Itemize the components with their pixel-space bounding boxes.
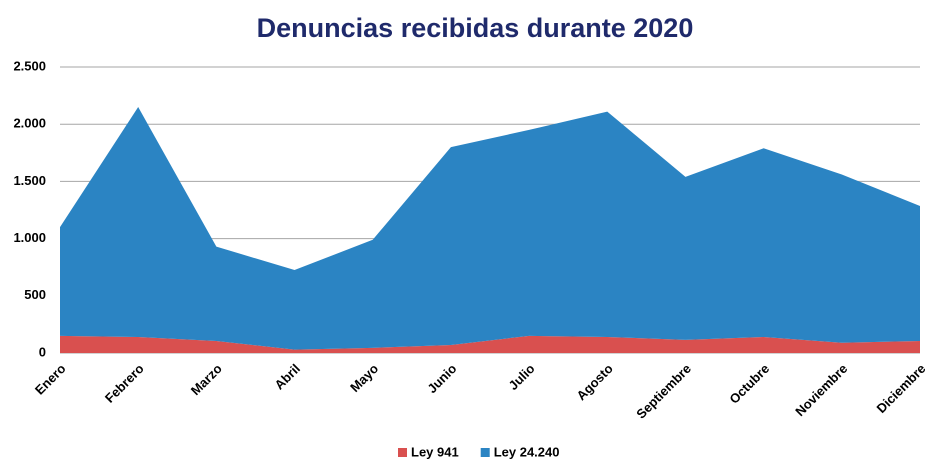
y-tick-label: 1.500 <box>13 173 46 188</box>
x-tick-label: Agosto <box>574 361 616 403</box>
x-tick-label: Noviembre <box>792 361 850 419</box>
legend-label: Ley 941 <box>411 444 459 459</box>
legend-swatch <box>398 448 407 457</box>
x-tick-label: Abril <box>272 361 304 393</box>
x-tick-label: Febrero <box>102 361 147 406</box>
y-tick-label: 2.000 <box>13 116 46 131</box>
area <box>60 107 920 350</box>
y-tick-label: 1.000 <box>13 230 46 245</box>
legend-swatch <box>480 448 490 457</box>
area <box>60 335 920 353</box>
x-tick-label: Octubre <box>726 361 772 407</box>
y-tick-label: 0 <box>39 344 46 359</box>
x-tick-label: Diciembre <box>873 361 928 416</box>
legend-label: Ley 24.240 <box>494 444 560 459</box>
x-tick-label: Enero <box>32 361 69 398</box>
x-tick-label: Junio <box>424 361 459 396</box>
y-tick-label: 2.500 <box>13 58 46 73</box>
x-tick-label: Mayo <box>347 361 381 395</box>
x-tick-label: Marzo <box>188 361 225 398</box>
x-tick-label: Septiembre <box>633 361 694 422</box>
x-tick-label: Julio <box>506 361 538 393</box>
y-tick-label: 500 <box>24 287 46 302</box>
chart-title: Denuncias recibidas durante 2020 <box>257 13 694 43</box>
